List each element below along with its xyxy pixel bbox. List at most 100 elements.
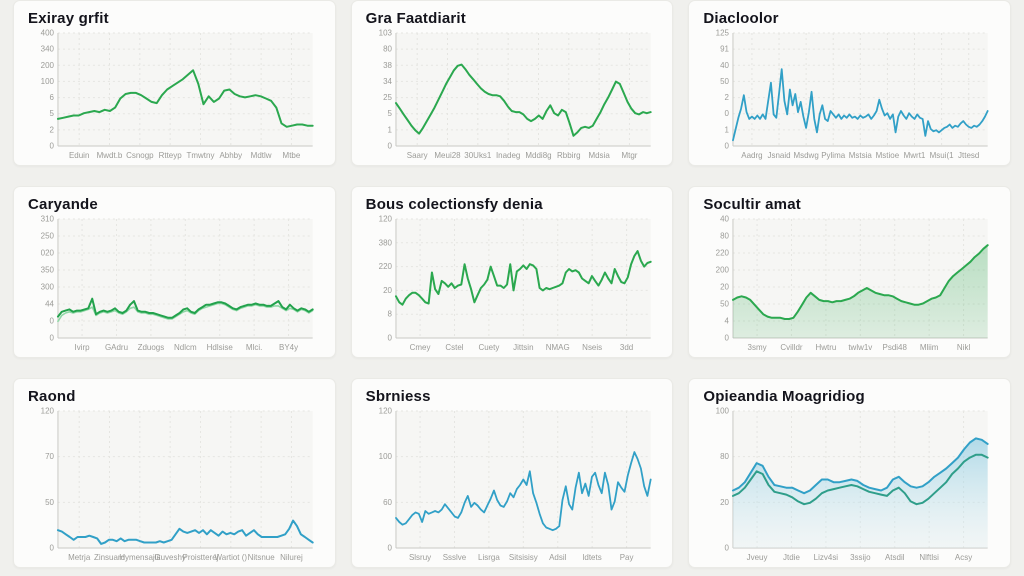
y-tick-label: 44 bbox=[45, 299, 54, 308]
x-tick-label: Csnogp bbox=[126, 151, 154, 160]
chart-card: Sbrniess 120 100 60 0 Slsruy Ssslve Lisrga Sits… bbox=[350, 378, 674, 568]
line-series-main bbox=[732, 68, 989, 142]
line-series-main bbox=[394, 451, 652, 532]
y-tick-label: 120 bbox=[41, 406, 55, 415]
x-tick-label: Msdwg bbox=[794, 151, 819, 160]
y-tick-label: 25 bbox=[383, 93, 392, 102]
y-tick-label: 250 bbox=[41, 231, 55, 240]
line-chart-svg: 310 250 020 350 300 44 0 0 Ivirp GAdru Zduogs Ndlcm… bbox=[41, 214, 314, 352]
x-tick-label: Jsnaid bbox=[768, 151, 791, 160]
chart-plot-area: 125 91 40 50 2 0 1 0 Aadrg Jsnaid Msdwg Pylima Mstsi… bbox=[703, 28, 996, 161]
line-chart-svg: 100 80 20 0 Jveuy Jtdie Lizv4si 3ssijo Atsdil Nlf… bbox=[716, 406, 989, 562]
y-tick-label: 80 bbox=[720, 231, 729, 240]
x-tick-label: Cvilldr bbox=[781, 343, 804, 352]
line-series-secondary bbox=[57, 302, 314, 323]
y-tick-label: 20 bbox=[720, 282, 729, 291]
y-tick-label: 020 bbox=[41, 248, 55, 257]
y-tick-label: 6 bbox=[50, 93, 55, 102]
x-tick-label: Mstsia bbox=[849, 151, 873, 160]
y-tick-label: 0 bbox=[50, 316, 55, 325]
y-tick-label: 220 bbox=[378, 262, 392, 271]
y-tick-label: 1 bbox=[387, 125, 392, 134]
chart-title: Opieandia Moagridiog bbox=[703, 388, 865, 405]
y-tick-label: 80 bbox=[383, 45, 392, 54]
x-tick-label: Jttesd bbox=[958, 151, 979, 160]
y-tick-label: 38 bbox=[383, 61, 392, 70]
x-tick-label: Lizv4si bbox=[814, 553, 839, 562]
y-tick-label: 350 bbox=[41, 265, 55, 274]
y-tick-label: 100 bbox=[41, 77, 55, 86]
x-tick-label: Rbbirg bbox=[557, 151, 581, 160]
line-series-main bbox=[394, 63, 652, 137]
y-tick-label: 120 bbox=[378, 406, 392, 415]
plot-background bbox=[57, 219, 313, 338]
x-tick-label: Cmey bbox=[409, 343, 430, 352]
y-tick-label: 40 bbox=[720, 61, 729, 70]
line-chart-svg: 125 91 40 50 2 0 1 0 Aadrg Jsnaid Msdwg Pylima Mstsi… bbox=[716, 28, 989, 160]
y-tick-label: 220 bbox=[716, 248, 730, 257]
x-tick-label: Nikl bbox=[957, 343, 971, 352]
x-tick-label: 30Uks1 bbox=[464, 151, 492, 160]
x-tick-label: Hwtru bbox=[816, 343, 837, 352]
x-tick-label: Eduin bbox=[69, 151, 89, 160]
chart-plot-area: 310 250 020 350 300 44 0 0 Ivirp GAdru Zduogs Ndlcm… bbox=[28, 214, 321, 353]
plot-background bbox=[57, 411, 313, 548]
x-tick-label: Tmwtny bbox=[187, 151, 215, 160]
x-tick-label: Nseis bbox=[582, 343, 602, 352]
line-series-main bbox=[732, 244, 989, 320]
chart-card: Raond 120 70 50 0 Metrja Zinsuard Hymensajlit G… bbox=[13, 378, 336, 568]
chart-plot-area: 120 100 60 0 Slsruy Ssslve Lisrga Sitsisisy Adsi… bbox=[366, 406, 659, 563]
chart-card: Opieandia Moagridiog 100 80 20 0 Jveuy Jtdie L… bbox=[688, 378, 1011, 568]
y-tick-label: 0 bbox=[725, 333, 730, 342]
y-tick-label: 103 bbox=[378, 28, 392, 37]
line-chart-svg: 400 340 200 100 6 5 2 0 Eduin Mwdt.b Csnogp Rtteyp T… bbox=[41, 28, 314, 160]
line-series-main bbox=[56, 69, 314, 128]
y-tick-label: 200 bbox=[41, 61, 55, 70]
x-tick-label: Jveuy bbox=[747, 553, 768, 562]
x-tick-label: ldtets bbox=[582, 553, 601, 562]
x-tick-label: Atsdil bbox=[885, 553, 905, 562]
x-tick-label: 3ssijo bbox=[850, 553, 871, 562]
x-tick-label: Cstel bbox=[445, 343, 463, 352]
y-tick-label: 125 bbox=[716, 28, 730, 37]
x-tick-label: Metrja bbox=[68, 553, 91, 562]
chart-title: Raond bbox=[28, 388, 76, 405]
chart-plot-area: 40 80 220 200 20 50 4 0 3smy Cvilldr Hwtru twlw1v Ps… bbox=[703, 214, 996, 353]
y-tick-label: 200 bbox=[716, 265, 730, 274]
chart-title: Gra Faatdiarit bbox=[365, 10, 466, 27]
y-tick-label: 1 bbox=[725, 125, 730, 134]
x-tick-label: Zduogs bbox=[138, 343, 165, 352]
x-tick-label: Lisrga bbox=[478, 553, 500, 562]
y-tick-label: 0 bbox=[50, 333, 55, 342]
y-tick-label: 0 bbox=[725, 109, 730, 118]
x-tick-label: Aadrg bbox=[742, 151, 763, 160]
plot-background bbox=[395, 33, 651, 146]
x-tick-label: 3dd bbox=[620, 343, 633, 352]
chart-plot-area: 120 380 220 20 8 0 Cmey Cstel Cuety Jittsin NMAG Ns… bbox=[366, 214, 659, 353]
x-tick-label: Mtbe bbox=[283, 151, 301, 160]
x-tick-label: Psdi48 bbox=[883, 343, 908, 352]
x-tick-label: Adsil bbox=[549, 553, 567, 562]
line-chart-svg: 103 80 38 34 25 5 1 0 Saary Meui28 30Uks1 Inadeg Mdd… bbox=[378, 28, 652, 160]
x-tick-label: Msui(1 bbox=[930, 151, 955, 160]
y-tick-label: 400 bbox=[41, 28, 55, 37]
y-tick-label: 0 bbox=[387, 333, 392, 342]
x-tick-label: Hdlsise bbox=[207, 343, 234, 352]
chart-title: Exiray grfit bbox=[28, 10, 109, 27]
line-series-main bbox=[394, 250, 652, 306]
y-tick-label: 2 bbox=[725, 93, 730, 102]
x-tick-label: Ivirp bbox=[75, 343, 91, 352]
y-tick-label: 8 bbox=[387, 310, 392, 319]
y-tick-label: 80 bbox=[720, 452, 729, 461]
y-tick-label: 310 bbox=[41, 214, 55, 223]
x-tick-label: twlw1v bbox=[849, 343, 873, 352]
line-chart-svg: 120 380 220 20 8 0 Cmey Cstel Cuety Jittsin NMAG Ns… bbox=[378, 214, 652, 352]
chart-plot-area: 103 80 38 34 25 5 1 0 Saary Meui28 30Uks1 Inadeg Mdd… bbox=[366, 28, 659, 161]
y-tick-label: 5 bbox=[50, 109, 55, 118]
line-series-main bbox=[56, 519, 314, 545]
x-tick-label: Ssslve bbox=[442, 553, 466, 562]
x-tick-label: Saary bbox=[406, 151, 427, 160]
chart-title: Diacloolor bbox=[703, 10, 779, 27]
